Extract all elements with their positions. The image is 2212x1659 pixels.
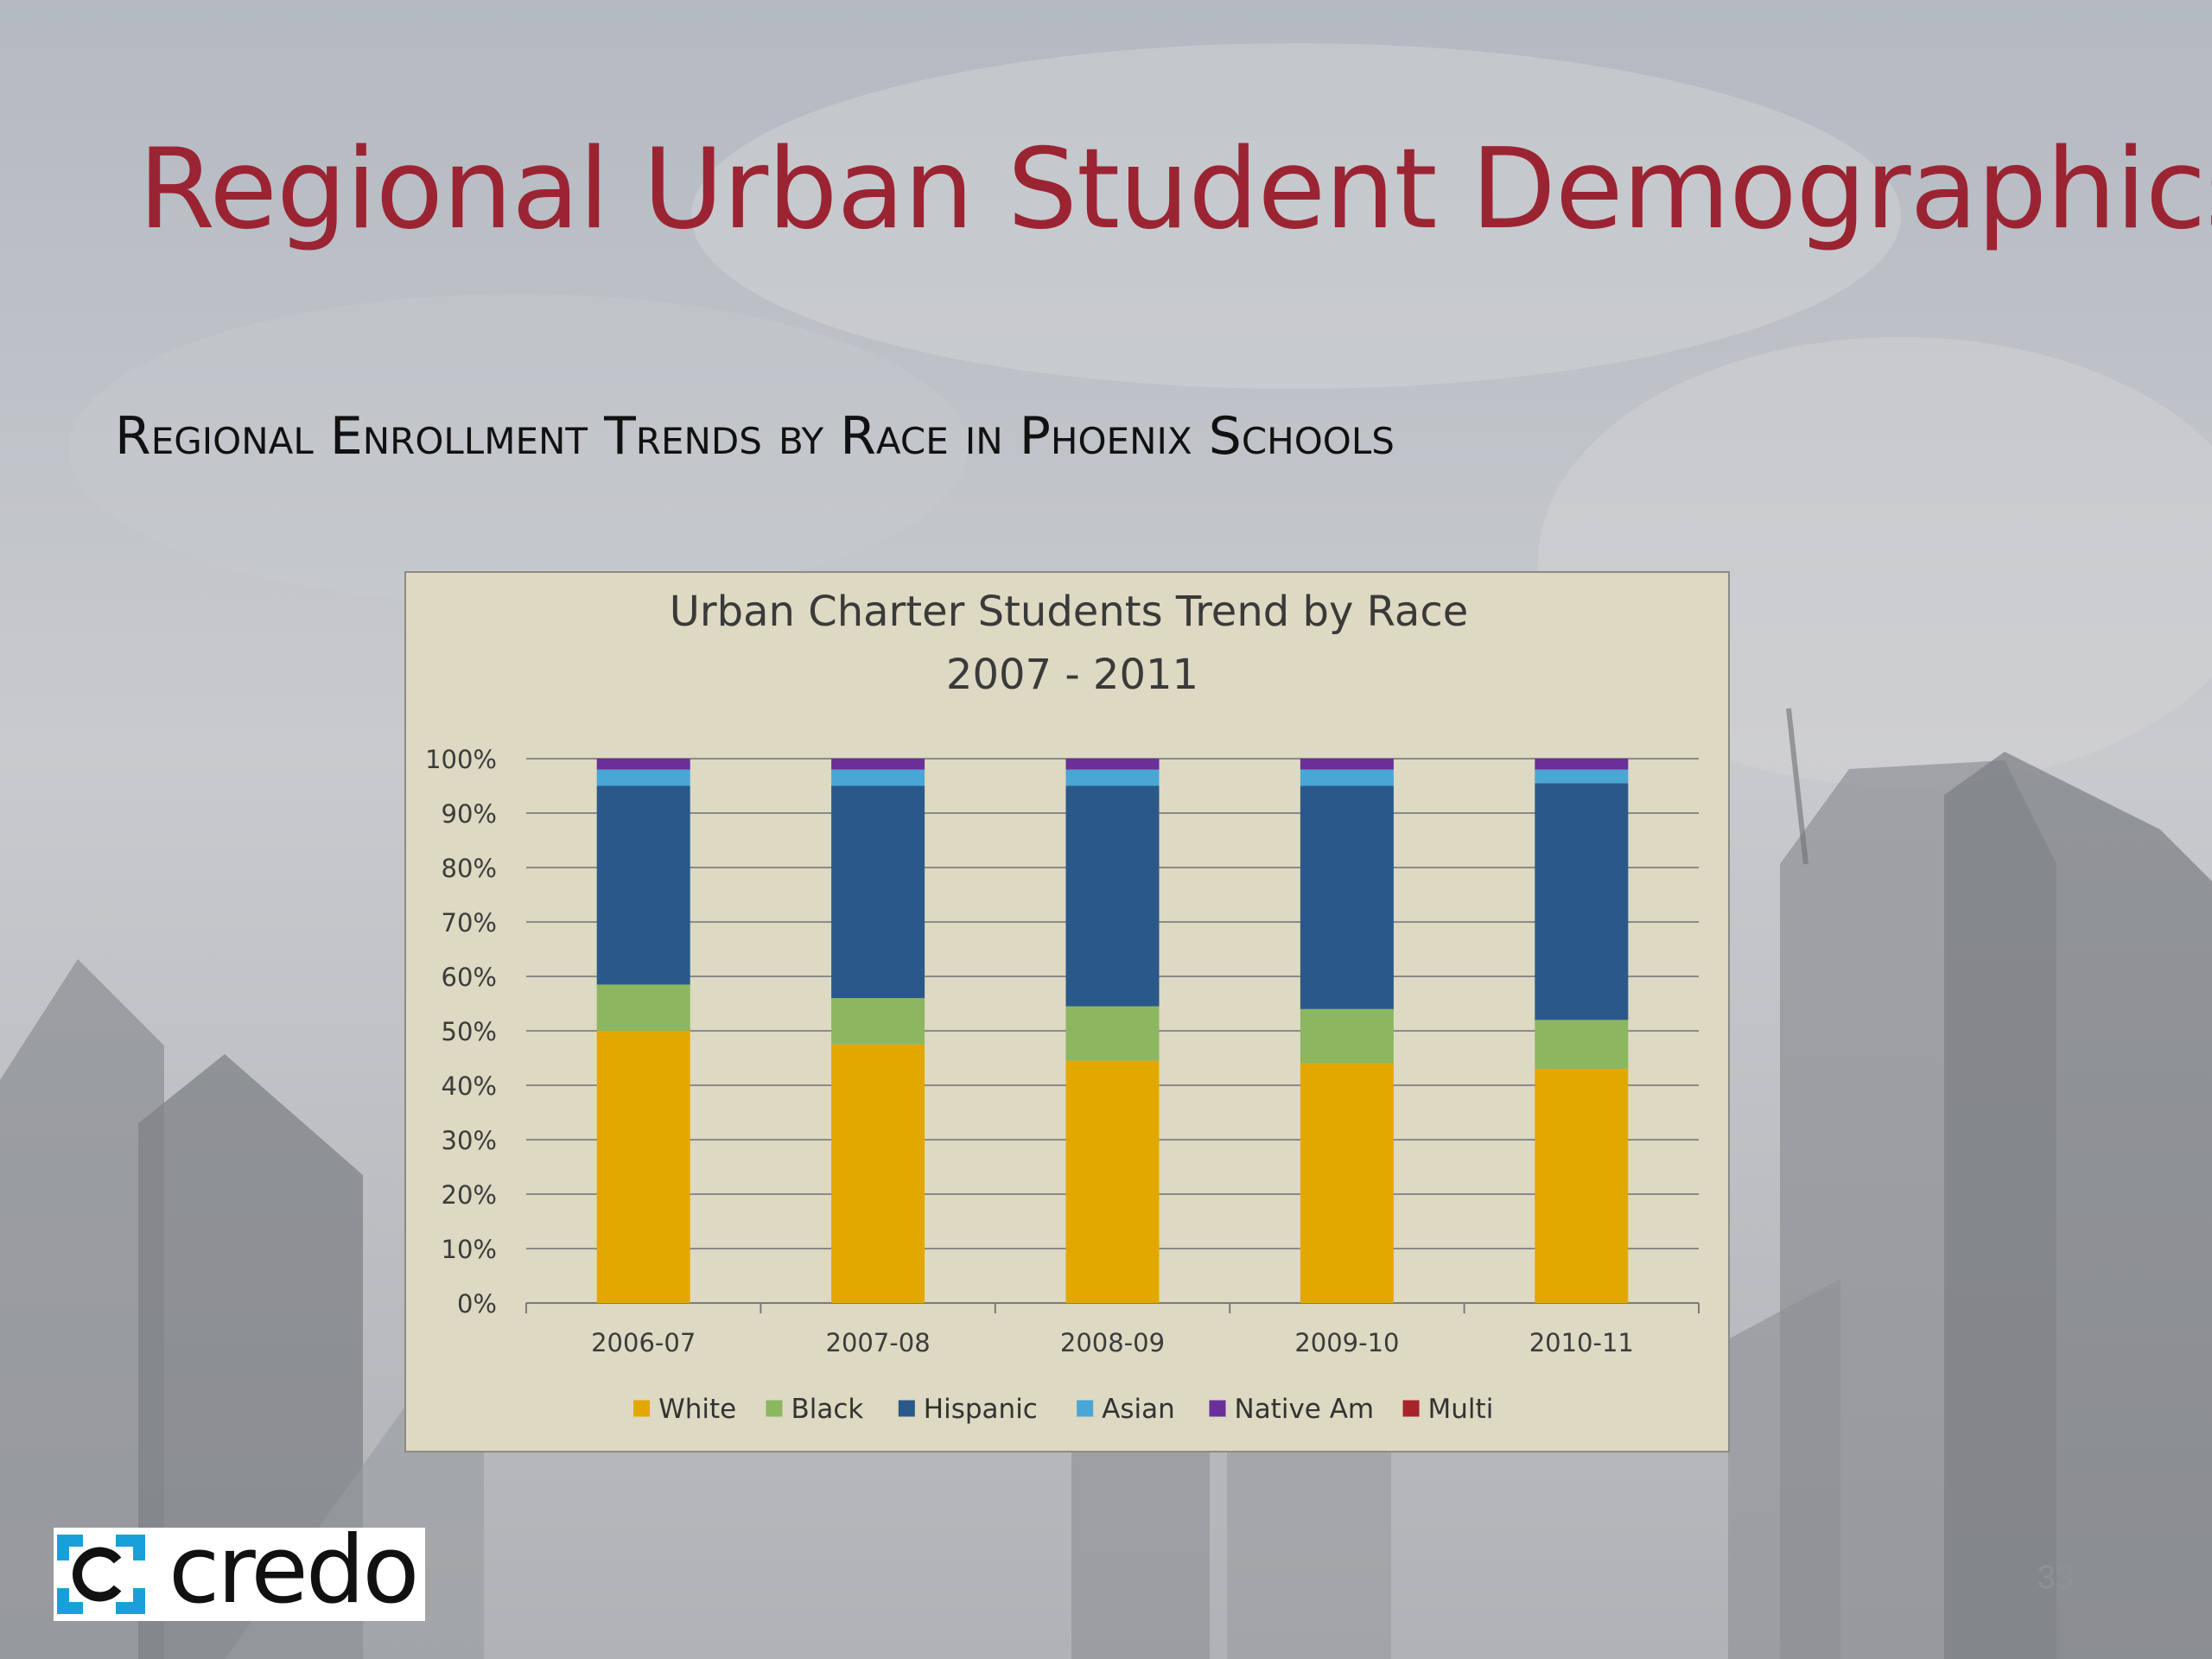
bar-segment-native-am — [831, 759, 925, 770]
bar-segment-asian — [1535, 769, 1629, 784]
bar-segment-black — [1065, 1006, 1160, 1061]
x-tick-label: 2010-11 — [1529, 1328, 1634, 1357]
y-tick-label: 50% — [442, 1017, 497, 1046]
bar-segment-native-am — [596, 759, 690, 770]
legend-label: Native Am — [1235, 1394, 1375, 1425]
bar-segment-white — [596, 1031, 690, 1303]
bar-segment-asian — [1065, 769, 1160, 786]
bar-segment-white — [1065, 1060, 1160, 1303]
y-tick-label: 60% — [442, 963, 497, 992]
legend-label: Hispanic — [924, 1394, 1038, 1425]
bar-segment-white — [1300, 1063, 1394, 1303]
bar-segment-black — [596, 984, 690, 1031]
legend-swatch — [766, 1400, 783, 1417]
chart-title: Urban Charter Students Trend by Race — [670, 588, 1468, 636]
y-tick-label: 90% — [442, 799, 497, 829]
bars — [596, 759, 1629, 1303]
y-tick-label: 0% — [457, 1289, 497, 1319]
slide-title: Regional Urban Student Demographics — [138, 125, 2212, 254]
legend-label: Multi — [1428, 1394, 1494, 1425]
legend-swatch — [898, 1400, 915, 1417]
bar-segment-asian — [1300, 769, 1394, 786]
x-tick-label: 2008-09 — [1060, 1328, 1165, 1357]
bar-segment-native-am — [1065, 759, 1160, 770]
y-tick-label: 10% — [442, 1235, 497, 1264]
bar-segment-asian — [831, 769, 925, 786]
bar-segment-white — [1535, 1069, 1629, 1303]
bar-segment-black — [1300, 1008, 1394, 1064]
chart-canvas: Urban Charter Students Trend by Race 200… — [425, 588, 1700, 1425]
bar-segment-hispanic — [596, 785, 690, 985]
bar-segment-hispanic — [1300, 785, 1394, 1009]
chart-subtitle: 2007 - 2011 — [946, 651, 1198, 699]
bar-segment-asian — [596, 769, 690, 786]
bar-segment-black — [1535, 1020, 1629, 1070]
bar-segment-native-am — [1535, 759, 1629, 770]
y-tick-label: 40% — [442, 1071, 497, 1101]
legend-swatch — [1209, 1400, 1226, 1417]
slide-subtitle: Regional Enrollment Trends by Race in Ph… — [115, 406, 1395, 467]
credo-logo-mark-icon — [57, 1535, 145, 1614]
bar-segment-hispanic — [1535, 783, 1629, 1020]
page-number: 33 — [2037, 1560, 2074, 1596]
legend-label: Asian — [1102, 1394, 1175, 1425]
x-tick-label: 2007-08 — [826, 1328, 931, 1357]
x-axis-ticks: 2006-07 2007-08 2008-09 2009-10 2010-11 — [591, 1328, 1634, 1357]
bar-segment-black — [831, 998, 925, 1045]
chart-legend: White Black Hispanic Asian Native Am Multi — [633, 1394, 1493, 1425]
legend-swatch — [1402, 1400, 1420, 1417]
legend-label: White — [658, 1394, 736, 1425]
bar-segment-white — [831, 1044, 925, 1303]
logo-wordmark: credo — [168, 1516, 419, 1624]
bar-segment-hispanic — [831, 785, 925, 999]
bar-segment-hispanic — [1065, 785, 1160, 1007]
y-tick-label: 20% — [442, 1180, 497, 1210]
credo-logo: credo — [54, 1516, 425, 1624]
legend-label: Black — [791, 1394, 863, 1425]
x-tick-label: 2006-07 — [591, 1328, 696, 1357]
x-tick-label: 2009-10 — [1294, 1328, 1399, 1357]
y-axis-ticks: 0% 10% 20% 30% 40% 50% 60% 70% 80% 90% 100% — [425, 745, 497, 1319]
y-tick-label: 100% — [425, 745, 497, 774]
y-tick-label: 30% — [442, 1126, 497, 1155]
y-tick-label: 70% — [442, 908, 497, 938]
bar-segment-native-am — [1300, 759, 1394, 770]
legend-swatch — [633, 1400, 651, 1417]
stacked-bar-chart: Urban Charter Students Trend by Race 200… — [404, 571, 1730, 1452]
legend-swatch — [1077, 1400, 1094, 1417]
y-tick-label: 80% — [442, 854, 497, 883]
